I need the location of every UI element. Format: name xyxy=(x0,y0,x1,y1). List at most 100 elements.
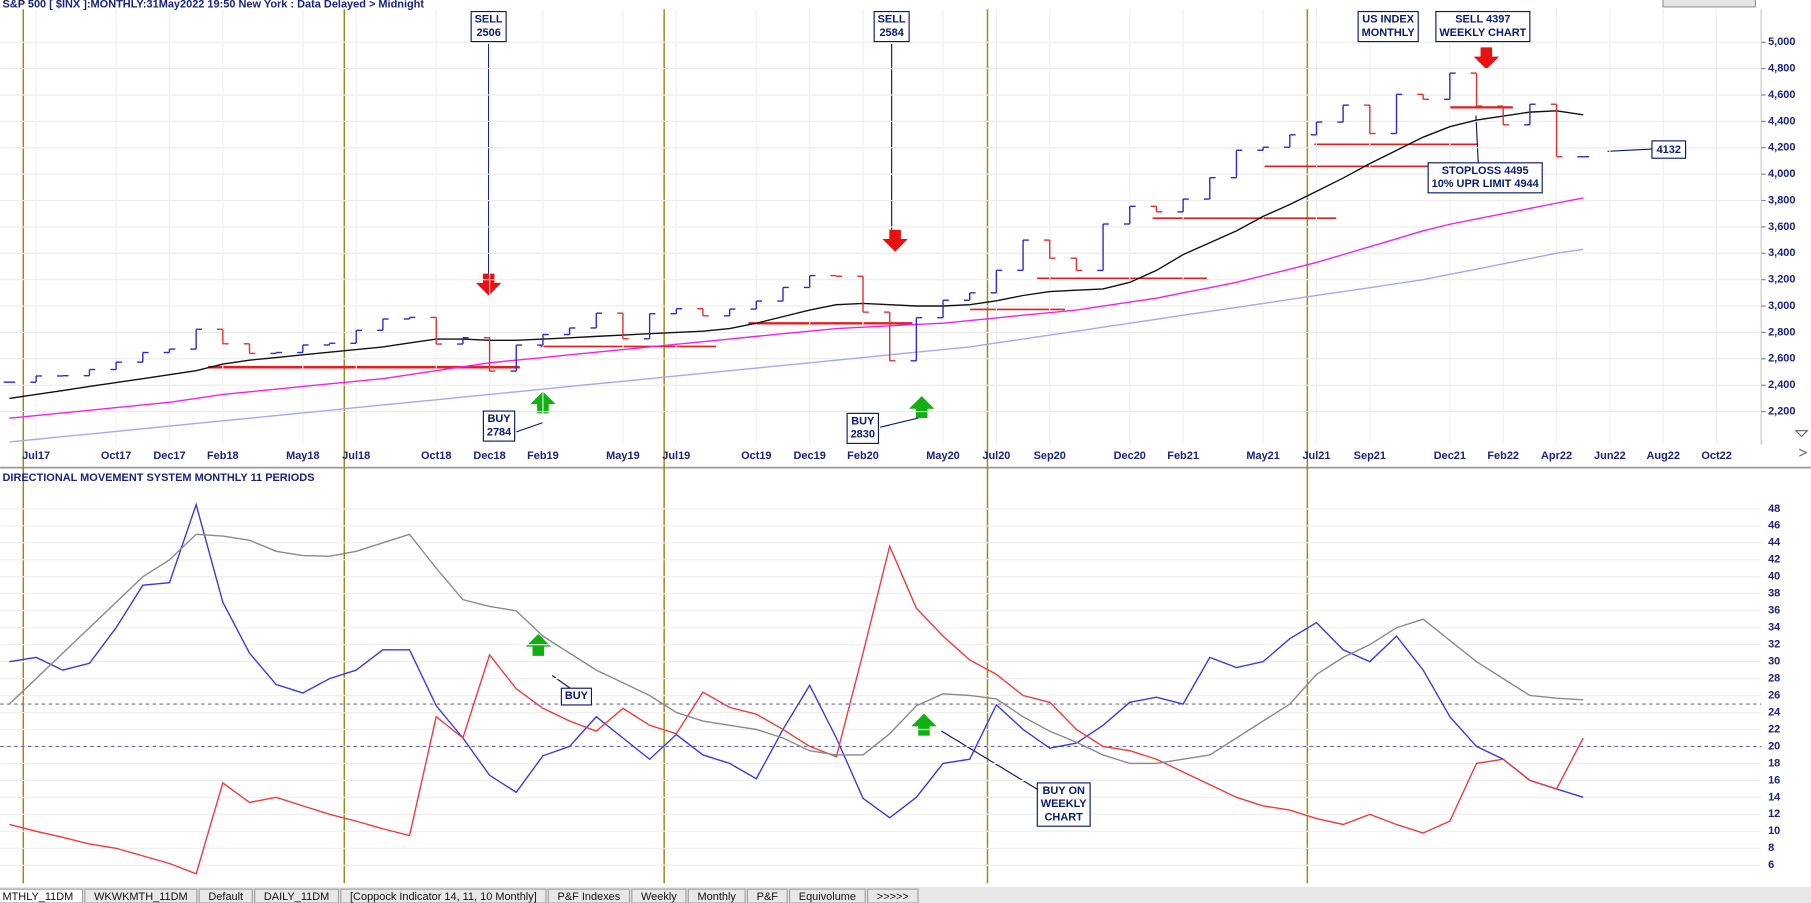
tab-label[interactable]: WKWKMTH_11DM xyxy=(94,891,188,903)
callout-text: SELL 4397 xyxy=(1455,14,1510,26)
tab-label[interactable]: [Coppock Indicator 14, 11, 10 Monthly] xyxy=(350,891,537,903)
y-tick-label: 24 xyxy=(1768,706,1781,718)
callout-text: 2830 xyxy=(851,429,875,441)
x-tick-label: Dec18 xyxy=(473,450,505,462)
tab-box xyxy=(84,888,198,903)
tab[interactable]: Default xyxy=(198,888,253,903)
tab[interactable]: Weekly xyxy=(631,888,687,903)
y-tick-label: 3,000 xyxy=(1768,300,1795,312)
callout-box xyxy=(1435,10,1531,43)
y-tick-label: 3,200 xyxy=(1768,274,1795,286)
callout-text: 2506 xyxy=(476,27,500,39)
tab-label[interactable]: Default xyxy=(208,891,243,903)
last-value-label: 4132 xyxy=(1651,140,1687,159)
moving-average xyxy=(9,110,1584,400)
indicator-line xyxy=(8,533,1584,765)
x-tick-label: Sep20 xyxy=(1034,450,1066,462)
callout: BUY xyxy=(560,687,593,706)
x-tick-label: Dec20 xyxy=(1114,450,1146,462)
x-tick-label: Dec17 xyxy=(153,450,185,462)
tab-box xyxy=(0,888,84,903)
tab-label[interactable]: Equivolume xyxy=(799,891,856,903)
nav-button-bar[interactable] xyxy=(1662,0,1756,8)
y-tick-label: 12 xyxy=(1768,808,1780,820)
y-tick-label: 4,200 xyxy=(1768,142,1795,154)
x-tick-label: Jul17 xyxy=(22,450,50,462)
y-tick-label: 48 xyxy=(1768,503,1780,515)
y-tick-label: 10 xyxy=(1768,825,1780,837)
tab[interactable]: DAILY_11DM xyxy=(254,888,340,903)
x-tick-label: Dec21 xyxy=(1434,450,1466,462)
indicator-line xyxy=(9,502,1584,819)
y-tick-label: 4,800 xyxy=(1768,62,1795,74)
y-tick-label: 32 xyxy=(1768,639,1780,651)
x-tick-label: Oct19 xyxy=(741,450,771,462)
tab-label[interactable]: P&F Indexes xyxy=(558,891,621,903)
callout-box xyxy=(482,410,516,442)
x-tick-label: Feb19 xyxy=(527,450,559,462)
y-tick-label: 3,600 xyxy=(1768,221,1795,233)
callout-line xyxy=(551,675,573,690)
scroll-marker xyxy=(1799,448,1808,457)
x-tick-label: Jul19 xyxy=(662,450,690,462)
y-tick-label: 36 xyxy=(1768,605,1780,617)
x-tick-label: Dec19 xyxy=(794,450,826,462)
callout-text: STOPLOSS 4495 xyxy=(1442,165,1529,177)
tab[interactable]: MTHLY_11DM xyxy=(0,888,84,903)
callout-text: WEEKLY xyxy=(1041,798,1088,810)
x-tick-label: May18 xyxy=(286,450,319,462)
tab-label[interactable]: DAILY_11DM xyxy=(264,891,329,903)
tab[interactable]: WKWKMTH_11DM xyxy=(84,888,198,903)
tab-label[interactable]: P&F xyxy=(757,891,779,903)
y-tick-label: 14 xyxy=(1768,791,1781,803)
tab-box xyxy=(631,888,687,903)
tab[interactable]: >>>>> xyxy=(866,888,919,903)
last-value-text: 4132 xyxy=(1657,144,1681,156)
x-tick-label: Jul18 xyxy=(342,450,370,462)
sell-arrow xyxy=(882,229,908,252)
callout-text: BUY ON xyxy=(1042,785,1084,797)
callout-text: BUY xyxy=(565,690,589,702)
indicator-title: DIRECTIONAL MOVEMENT SYSTEM MONTHLY 11 P… xyxy=(3,472,315,484)
callout-text: 10% UPR LIMIT 4944 xyxy=(1432,178,1540,190)
price-title: S&P 500 [ $INX ]:MONTHLY:31May2022 19:50… xyxy=(3,0,425,11)
tab-box xyxy=(788,888,866,903)
y-tick-label: 34 xyxy=(1768,622,1781,634)
tab[interactable]: P&F xyxy=(746,888,788,903)
x-tick-label: Jul20 xyxy=(982,450,1010,462)
y-tick-label: 2,800 xyxy=(1768,326,1795,338)
y-tick-label: 18 xyxy=(1768,757,1780,769)
y-tick-label: 20 xyxy=(1768,740,1780,752)
y-tick-label: 46 xyxy=(1768,520,1780,532)
y-tick-label: 4,000 xyxy=(1768,168,1795,180)
tab[interactable]: Monthly xyxy=(687,888,746,903)
callout-line xyxy=(879,417,919,428)
moving-average xyxy=(9,197,1584,419)
callout-line xyxy=(1475,115,1479,163)
plot-layer: 2,200 2,400 2,600 2,800 3,000 3,200 3,400 3,600… xyxy=(0,9,1796,903)
nav-buttons xyxy=(1662,0,1809,457)
tab-label[interactable]: Weekly xyxy=(641,891,677,903)
tab-label[interactable]: MTHLY_11DM xyxy=(3,891,74,903)
callout-box xyxy=(560,687,593,706)
y-tick-label: 44 xyxy=(1768,537,1781,549)
tab[interactable]: Equivolume xyxy=(788,888,866,903)
tab-box xyxy=(547,888,631,903)
callout: BUY 2830 xyxy=(846,412,880,444)
tab-label[interactable]: >>>>> xyxy=(877,891,909,903)
y-tick-label: 4,600 xyxy=(1768,89,1795,101)
x-tick-label: Oct17 xyxy=(101,450,131,462)
buy-arrow xyxy=(911,713,937,736)
sell-arrow xyxy=(475,273,502,296)
tab[interactable]: [Coppock Indicator 14, 11, 10 Monthly] xyxy=(340,888,547,903)
y-tick-label: 16 xyxy=(1768,774,1780,786)
y-tick-label: 6 xyxy=(1768,859,1774,871)
tab-label[interactable]: Monthly xyxy=(698,891,737,903)
tab[interactable]: P&F Indexes xyxy=(547,888,631,903)
x-tick-label: Oct22 xyxy=(1701,450,1731,462)
callout-line xyxy=(516,422,544,433)
